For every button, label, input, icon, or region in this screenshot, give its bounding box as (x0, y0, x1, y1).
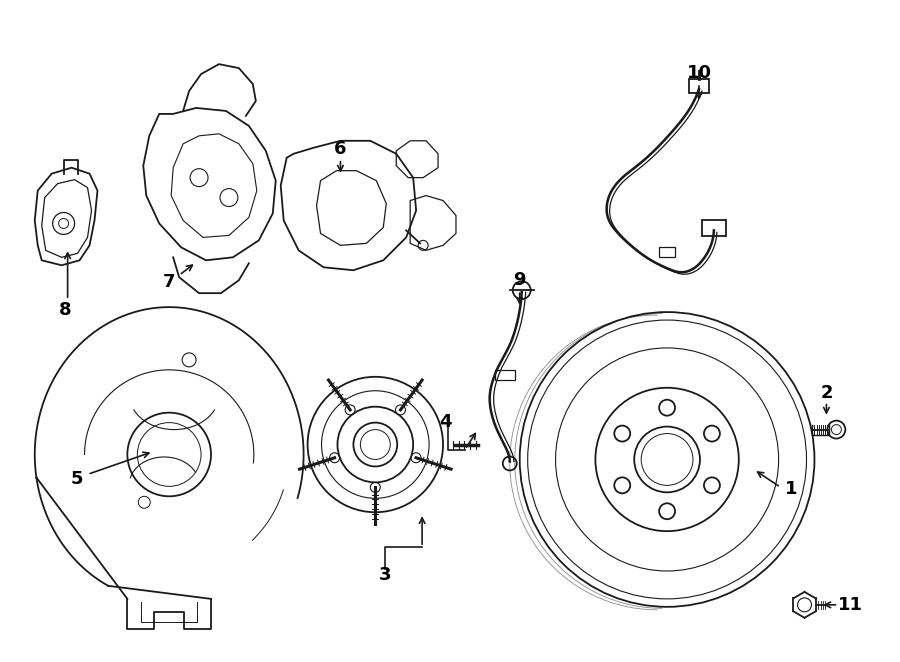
Text: 2: 2 (820, 384, 832, 402)
Text: 9: 9 (514, 271, 526, 289)
Text: 10: 10 (687, 64, 712, 82)
Text: 6: 6 (334, 140, 346, 158)
Text: 11: 11 (838, 596, 863, 614)
Text: 7: 7 (163, 273, 176, 291)
Text: 8: 8 (59, 301, 72, 319)
Text: 5: 5 (70, 471, 83, 489)
Bar (495, 370, 515, 380)
Text: 4: 4 (439, 412, 451, 430)
Text: 1: 1 (786, 481, 797, 498)
Text: 3: 3 (379, 566, 392, 584)
Bar (659, 248, 675, 258)
